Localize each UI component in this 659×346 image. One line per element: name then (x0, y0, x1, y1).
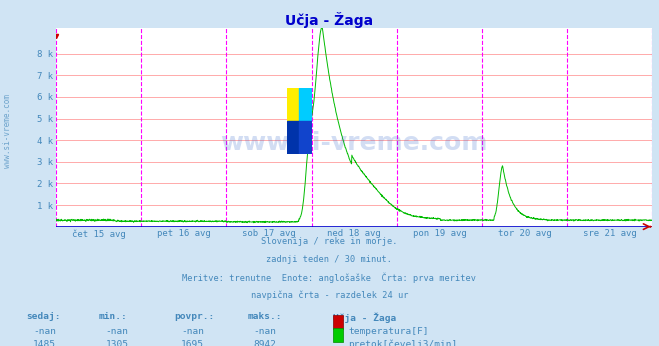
Text: temperatura[F]: temperatura[F] (349, 327, 429, 336)
Text: navpična črta - razdelek 24 ur: navpična črta - razdelek 24 ur (251, 291, 408, 300)
Text: -nan: -nan (254, 327, 277, 336)
Text: Meritve: trenutne  Enote: anglošaške  Črta: prva meritev: Meritve: trenutne Enote: anglošaške Črta… (183, 273, 476, 283)
Text: sedaj:: sedaj: (26, 312, 61, 321)
Text: www.si-vreme.com: www.si-vreme.com (3, 94, 13, 169)
Text: Učja - Žaga: Učja - Žaga (333, 312, 396, 322)
Text: -nan: -nan (181, 327, 204, 336)
Text: -nan: -nan (105, 327, 129, 336)
Bar (287, 121, 299, 154)
Bar (299, 88, 312, 121)
Text: 1695: 1695 (181, 340, 204, 346)
Text: min.:: min.: (99, 312, 128, 321)
Text: Učja - Žaga: Učja - Žaga (285, 12, 374, 28)
Text: -nan: -nan (33, 327, 56, 336)
Text: povpr.:: povpr.: (175, 312, 215, 321)
Text: 1305: 1305 (105, 340, 129, 346)
Text: Slovenija / reke in morje.: Slovenija / reke in morje. (261, 237, 398, 246)
Bar (287, 88, 299, 121)
Text: maks.:: maks.: (247, 312, 281, 321)
Text: pretok[čevelj3/min]: pretok[čevelj3/min] (349, 340, 458, 346)
Text: www.si-vreme.com: www.si-vreme.com (221, 131, 488, 155)
Text: zadnji teden / 30 minut.: zadnji teden / 30 minut. (266, 255, 393, 264)
Text: 8942: 8942 (254, 340, 277, 346)
Bar (299, 121, 312, 154)
Text: 1485: 1485 (33, 340, 56, 346)
